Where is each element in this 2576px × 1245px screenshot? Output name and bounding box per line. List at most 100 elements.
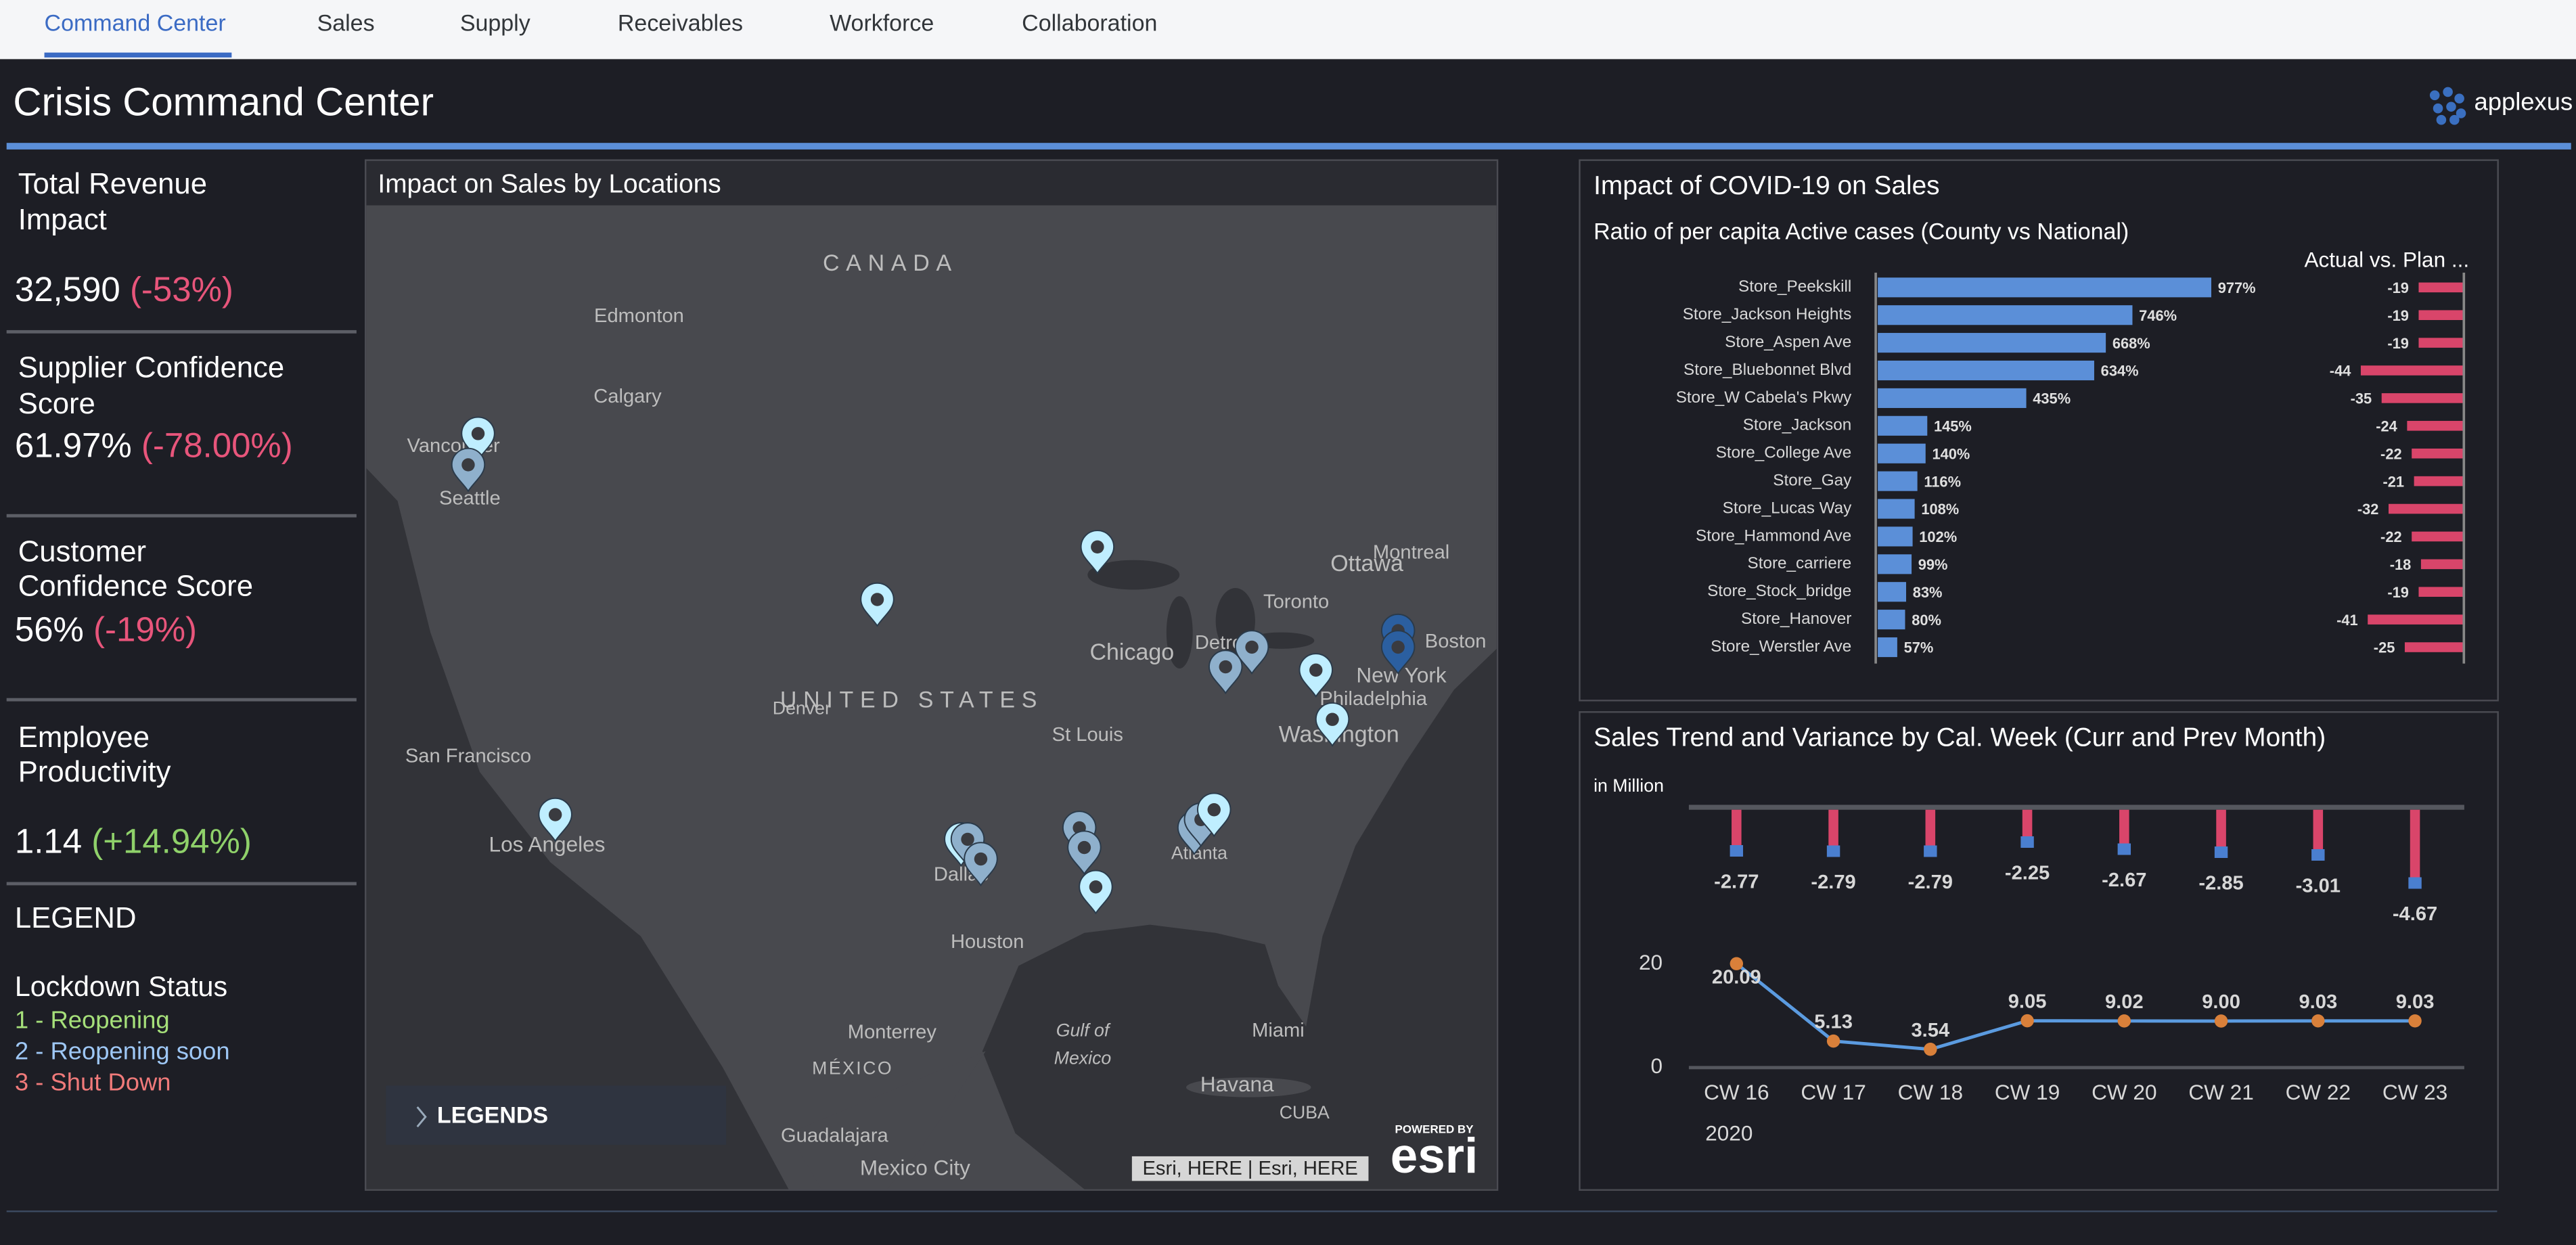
logo-text: applexus: [2474, 88, 2573, 116]
kpi-title: Confidence Score: [18, 570, 253, 603]
trend-variance-label: -4.67: [2393, 903, 2437, 925]
trend-variance-bar: [2216, 809, 2226, 858]
variance-label: -32: [2357, 501, 2379, 518]
variance-bar: [2418, 282, 2463, 293]
trend-variance-label: -2.67: [2102, 869, 2146, 891]
map-label: Houston: [951, 931, 1024, 953]
map-pin-dot: [1326, 712, 1339, 726]
variance-bar: [2381, 393, 2463, 403]
legend-item: 2 - Reopening soon: [15, 1037, 230, 1065]
prev-marker: [1730, 844, 1744, 857]
kpi-number: 56%: [15, 610, 84, 649]
variance-label: -25: [2374, 639, 2395, 656]
ratio-label: 83%: [1913, 584, 1943, 601]
prev-marker: [2020, 836, 2034, 848]
map-label: Monterrey: [848, 1022, 937, 1043]
ratio-bar: [1878, 415, 1928, 436]
map-label: Toronto: [1263, 591, 1329, 613]
ratio-bar: [1878, 443, 1926, 463]
map-pin-dot: [548, 808, 562, 821]
trend-variance-label: -2.79: [1908, 871, 1953, 893]
prev-marker: [2408, 877, 2422, 889]
variance-label: -18: [2390, 556, 2412, 573]
nav-tab[interactable]: Receivables: [618, 10, 743, 36]
variance-bar: [2418, 310, 2463, 320]
trend-panel: [1579, 711, 2499, 1191]
chevron-icon: [416, 1106, 427, 1128]
ratio-axis: [1874, 272, 1877, 664]
trend-value-label: 3.54: [1911, 1020, 1949, 1041]
nav-tab[interactable]: Workforce: [830, 10, 934, 36]
legend-item: 3 - Shut Down: [15, 1068, 171, 1096]
kpi-change: (+14.94%): [91, 822, 252, 861]
kpi-change: (-19%): [93, 610, 197, 649]
map-label: St Louis: [1052, 724, 1123, 746]
map-label: CANADA: [823, 250, 958, 276]
map-pin-dot: [1089, 880, 1103, 894]
ratio-label: 99%: [1918, 556, 1948, 573]
variance-bar: [2412, 531, 2463, 542]
kpi-title: Customer: [18, 535, 146, 568]
covid-title: Impact of COVID-19 on Sales: [1594, 171, 1940, 200]
map-label: Miami: [1252, 1020, 1305, 1041]
variance-bar: [2414, 476, 2463, 486]
prev-marker: [2311, 848, 2325, 861]
store-label: Store_Lucas Way: [1723, 499, 1853, 517]
kpi-separators: [6, 330, 357, 886]
map-pin-dot: [1091, 540, 1104, 554]
trend-value-label: 9.02: [2105, 991, 2144, 1013]
nav-tab[interactable]: Collaboration: [1022, 10, 1157, 36]
map-label: Chicago: [1090, 639, 1175, 665]
variance-label: -22: [2380, 528, 2402, 545]
trend-line: [1735, 962, 2416, 1051]
trend-point: [2117, 1014, 2131, 1028]
legends-button[interactable]: [386, 1085, 727, 1145]
cuba: [1185, 1077, 1311, 1097]
store-label: Store_Werstler Ave: [1711, 637, 1851, 656]
trend-variance-label: -2.85: [2198, 873, 2243, 895]
trend-point: [1730, 957, 1744, 970]
trend-point: [1924, 1043, 1937, 1056]
ratio-label: 668%: [2112, 335, 2150, 352]
trend-variance-bar: [1828, 809, 1838, 857]
variance-bar: [2418, 338, 2463, 348]
nav-tab[interactable]: Sales: [317, 10, 375, 36]
variance-bar: [2360, 365, 2463, 376]
ratio-bar: [1878, 582, 1906, 602]
x-tick-label: CW 20: [2092, 1080, 2156, 1104]
map-pin-dot: [471, 427, 485, 440]
kpi-title: Score: [18, 387, 95, 420]
nav-tab[interactable]: Supply: [460, 10, 530, 36]
kpi-title: Impact: [18, 203, 107, 236]
map-label: Guadalajara: [781, 1125, 888, 1146]
map-pin-dot: [961, 832, 974, 846]
x-tick-label: CW 19: [1995, 1080, 2060, 1104]
ratio-bar: [1878, 610, 1905, 630]
kpi-value: 56% (-19%): [15, 610, 197, 649]
covid-panel: [1579, 159, 2499, 702]
variance-axis: [2462, 272, 2466, 664]
legends-button-label[interactable]: LEGENDS: [437, 1103, 548, 1129]
y-tick-label: 0: [1651, 1054, 1663, 1078]
map-label: Los Angeles: [489, 832, 606, 856]
store-label: Store_W Cabela's Pkwy: [1676, 388, 1852, 407]
store-label: Store_Aspen Ave: [1725, 333, 1851, 351]
ratio-label: 108%: [1921, 501, 1959, 518]
ratio-label: 57%: [1904, 639, 1934, 656]
map-label: MÉXICO: [812, 1058, 893, 1078]
map-label: San Francisco: [405, 746, 531, 767]
store-label: Store_Jackson Heights: [1683, 305, 1852, 323]
variance-label: -19: [2387, 279, 2409, 296]
trend-variance-bar: [1925, 809, 1936, 857]
kpi-value: 32,590 (-53%): [15, 271, 233, 309]
prev-marker: [2214, 846, 2228, 858]
nav-tab[interactable]: Command Center: [45, 10, 226, 36]
trend-point: [2214, 1014, 2228, 1028]
attribution: Esri, HERE | Esri, HERE: [1143, 1158, 1358, 1179]
map-pin-dot: [870, 593, 884, 606]
map: CANADAEdmontonCalgaryVancouverSeattleSan…: [366, 205, 1497, 1190]
map-label: UNITED STATES: [780, 687, 1043, 712]
ratio-label: 80%: [1912, 612, 1941, 629]
trend-unit: in Million: [1594, 775, 1664, 796]
